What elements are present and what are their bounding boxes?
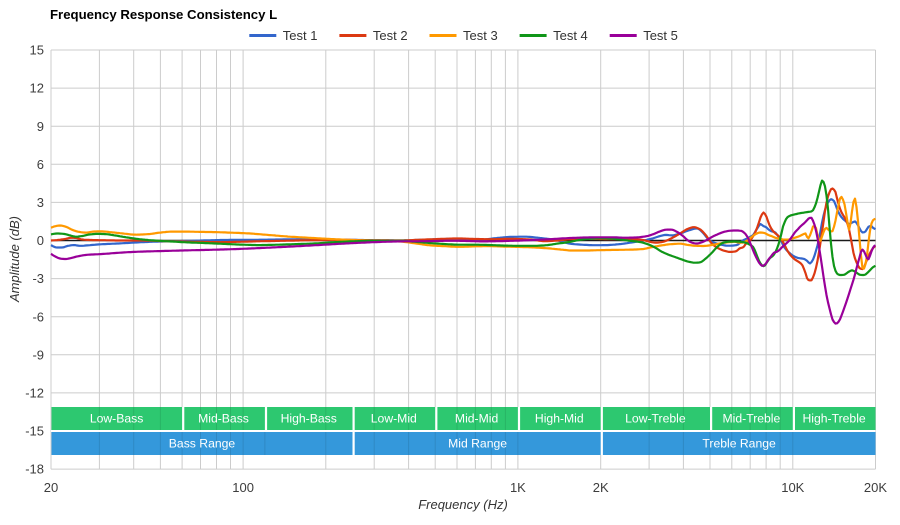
svg-text:Mid Range: Mid Range xyxy=(448,437,507,451)
svg-text:0: 0 xyxy=(37,233,44,248)
svg-text:Treble Range: Treble Range xyxy=(702,437,776,451)
svg-text:High-Treble: High-Treble xyxy=(802,412,865,426)
svg-text:Test 1: Test 1 xyxy=(283,28,318,43)
svg-text:100: 100 xyxy=(232,480,254,495)
svg-text:-6: -6 xyxy=(32,309,44,324)
svg-text:6: 6 xyxy=(37,157,44,172)
svg-text:-18: -18 xyxy=(25,462,44,477)
svg-text:Bass Range: Bass Range xyxy=(169,437,236,451)
svg-text:Low-Treble: Low-Treble xyxy=(625,412,686,426)
svg-text:20K: 20K xyxy=(864,480,887,495)
svg-text:Low-Mid: Low-Mid xyxy=(371,412,417,426)
svg-text:-12: -12 xyxy=(25,386,44,401)
svg-text:12: 12 xyxy=(30,81,44,96)
svg-text:Mid-Bass: Mid-Bass xyxy=(198,412,249,426)
svg-text:High-Bass: High-Bass xyxy=(281,412,337,426)
svg-text:Frequency (Hz): Frequency (Hz) xyxy=(418,497,508,512)
svg-text:-3: -3 xyxy=(32,271,44,286)
svg-text:10K: 10K xyxy=(781,480,804,495)
svg-text:Test 4: Test 4 xyxy=(553,28,588,43)
svg-text:Amplitude (dB): Amplitude (dB) xyxy=(7,216,22,303)
svg-text:20: 20 xyxy=(44,480,58,495)
svg-text:Mid-Treble: Mid-Treble xyxy=(723,412,781,426)
svg-text:-9: -9 xyxy=(32,347,44,362)
svg-text:9: 9 xyxy=(37,119,44,134)
svg-text:High-Mid: High-Mid xyxy=(535,412,584,426)
svg-text:1K: 1K xyxy=(510,480,526,495)
svg-text:Mid-Mid: Mid-Mid xyxy=(455,412,498,426)
svg-text:Low-Bass: Low-Bass xyxy=(90,412,144,426)
svg-text:2K: 2K xyxy=(593,480,609,495)
svg-text:-15: -15 xyxy=(25,424,44,439)
svg-text:Frequency Response Consistency: Frequency Response Consistency L xyxy=(50,7,277,22)
svg-text:3: 3 xyxy=(37,195,44,210)
svg-text:Test 3: Test 3 xyxy=(463,28,498,43)
svg-text:Test 5: Test 5 xyxy=(643,28,678,43)
svg-text:15: 15 xyxy=(30,43,44,58)
svg-text:Test 2: Test 2 xyxy=(373,28,408,43)
